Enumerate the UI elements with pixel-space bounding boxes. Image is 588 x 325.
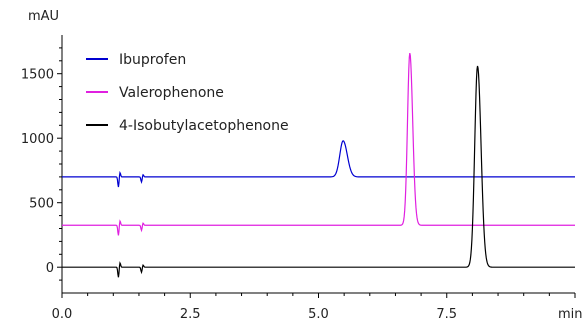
x-tick-label: 2.5 xyxy=(180,307,201,322)
x-axis-ticks: 0.0 2.5 5.0 7.5 xyxy=(52,293,576,322)
chromatogram-traces xyxy=(62,52,575,278)
series-line-4-isobutylacetophenone xyxy=(62,65,575,278)
series-line-ibuprofen xyxy=(62,140,575,188)
y-tick-label: 1000 xyxy=(21,132,54,147)
series-line-valerophenone xyxy=(62,52,575,236)
legend: Ibuprofen Valerophenone 4-Isobutylacetophe… xyxy=(86,52,289,134)
legend-label: Valerophenone xyxy=(119,85,224,101)
x-axis-unit-label: min xyxy=(558,307,583,322)
legend-label: 4-Isobutylacetophenone xyxy=(119,118,289,134)
legend-label: Ibuprofen xyxy=(119,52,186,68)
x-tick-label: 0.0 xyxy=(52,307,73,322)
y-axis-ticks: 0 500 1000 1500 xyxy=(21,47,62,281)
y-tick-label: 0 xyxy=(46,261,54,276)
y-axis-unit-label: mAU xyxy=(28,9,59,24)
x-tick-label: 5.0 xyxy=(308,307,329,322)
y-tick-label: 500 xyxy=(29,197,54,212)
plot-frame xyxy=(61,35,575,294)
x-tick-label: 7.5 xyxy=(436,307,457,322)
y-tick-label: 1500 xyxy=(21,68,54,83)
